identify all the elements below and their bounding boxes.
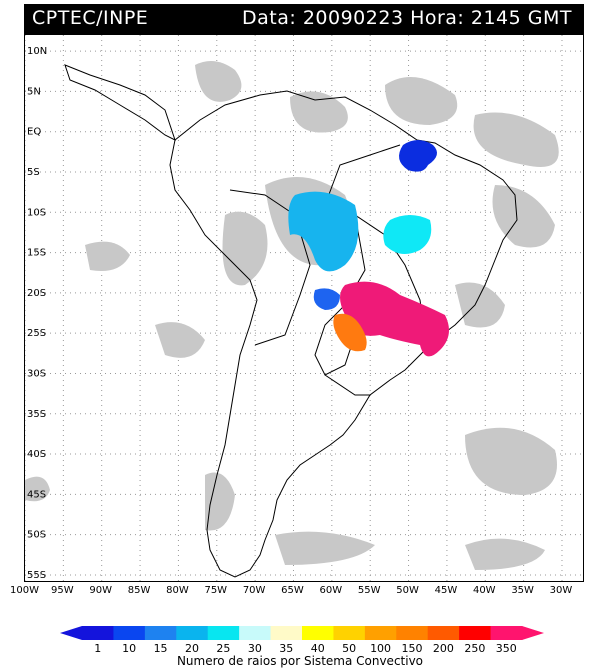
lightning-cluster-rondonia [313,288,340,310]
colorbar-left-arrow [60,626,82,640]
lightning-clusters [288,140,449,357]
lon-label: 75W [204,585,228,596]
map-canvas: 10N 5N EQ 5S 10S 15S 20S 25S 30S 35S 40S 45S 50S 55S [25,35,583,581]
colorbar-tick-label: 35 [279,642,293,655]
colorbar-caption: Numero de raios por Sistema Convectivo [176,654,424,668]
lon-label: 30W [549,585,573,596]
central-america-coast [64,64,176,141]
colorbar-swatch [176,626,209,640]
lightning-cluster-ne-brazil [399,140,437,172]
cloud-blob [385,77,458,125]
colorbar-swatch [302,626,334,640]
lat-label: 30S [27,368,46,379]
colorbar-tick-label: 15 [154,642,168,655]
lon-label: 95W [51,585,74,596]
map-frame: 10N 5N EQ 5S 10S 15S 20S 25S 30S 35S 40S 45S 50S 55S [24,34,584,582]
cloud-blob [473,112,559,167]
lat-label: 40S [27,449,46,460]
colorbar-swatch [113,626,146,640]
lon-label: 70W [242,585,266,596]
colorbar-tick-label: 25 [216,642,230,655]
colorbar-swatch [239,626,272,640]
cloud-blob [290,91,348,133]
lightning-cluster-southeast-brazil [340,281,449,357]
lat-label: 15S [27,248,46,259]
axis-labels: 10N 5N EQ 5S 10S 15S 20S 25S 30S 35S 40S 45S 50S 55S [27,46,47,581]
lat-label: 55S [27,570,46,581]
colorbar-swatch [270,626,303,640]
colorbar-tick-label: 200 [433,642,454,655]
colorbar-swatch [144,626,177,640]
lon-label: 100W [10,585,39,596]
lat-label: 5N [27,86,41,97]
lon-label: 35W [511,585,534,596]
lon-label: 55W [357,585,381,596]
colorbar-tick-labels: 1 10 15 20 25 30 35 40 50 100 150 200 250 350 [94,642,517,655]
cloud-blob [455,282,505,328]
lat-label: 35S [27,409,46,420]
cloud-blob [275,531,375,565]
lat-label: 25S [27,328,46,339]
lat-label: 45S [27,489,46,500]
colorbar-right-arrow [522,626,544,640]
lightning-cluster-bahia [383,215,432,254]
cloud-blob [25,476,50,502]
source-label: CPTEC/INPE [32,7,149,29]
colorbar-swatch [207,626,240,640]
cloud-blob [465,538,545,570]
lon-label: 85W [127,585,151,596]
colorbar-tick-label: 50 [342,642,356,655]
colorbar-tick-label: 250 [464,642,485,655]
lat-label: 5S [27,167,40,178]
colorbar-tick-label: 1 [94,642,101,655]
cloud-blob [492,185,555,248]
lon-label: 65W [281,585,304,596]
lon-label: 40W [472,585,496,596]
lightning-cluster-paraguay [333,313,367,352]
date-time-label: Data: 20090223 Hora: 2145 GMT [242,7,572,29]
colorbar-tick-label: 10 [122,642,136,655]
cloud-blob [155,322,205,358]
cloud-blob [85,241,130,271]
lightning-colorbar [60,626,544,640]
lon-label: 90W [89,585,113,596]
colorbar-tick-label: 40 [311,642,325,655]
colorbar-tick-label: 20 [185,642,199,655]
colorbar-swatch [82,626,114,640]
lon-label: 45W [434,585,458,596]
lat-label: EQ [27,127,41,138]
cloud-blob [195,61,242,102]
cloud-blob [222,211,268,286]
title-bar: CPTEC/INPE Data: 20090223 Hora: 2145 GMT [24,4,584,34]
cloud-blob [465,427,557,495]
coastline [64,64,518,578]
colorbar-tick-label: 150 [402,642,423,655]
colorbar-swatch [490,626,523,640]
cloud-blob [205,472,235,531]
lat-label: 10S [27,207,46,218]
lon-label: 60W [319,585,343,596]
lon-label: 80W [166,585,189,596]
colorbar-swatch [459,626,492,640]
lat-label: 10N [27,46,47,57]
colorbar-swatch [427,626,460,640]
lon-label: 50W [396,585,419,596]
lightning-cluster-central-amazon [288,191,359,272]
colorbar-swatch [333,626,366,640]
colorbar-tick-label: 30 [248,642,262,655]
colorbar-tick-label: 350 [496,642,517,655]
lat-label: 50S [27,530,46,541]
colorbar-swatch [364,626,397,640]
lat-label: 20S [27,288,46,299]
colorbar-tick-label: 100 [370,642,391,655]
colorbar-swatch [396,626,429,640]
